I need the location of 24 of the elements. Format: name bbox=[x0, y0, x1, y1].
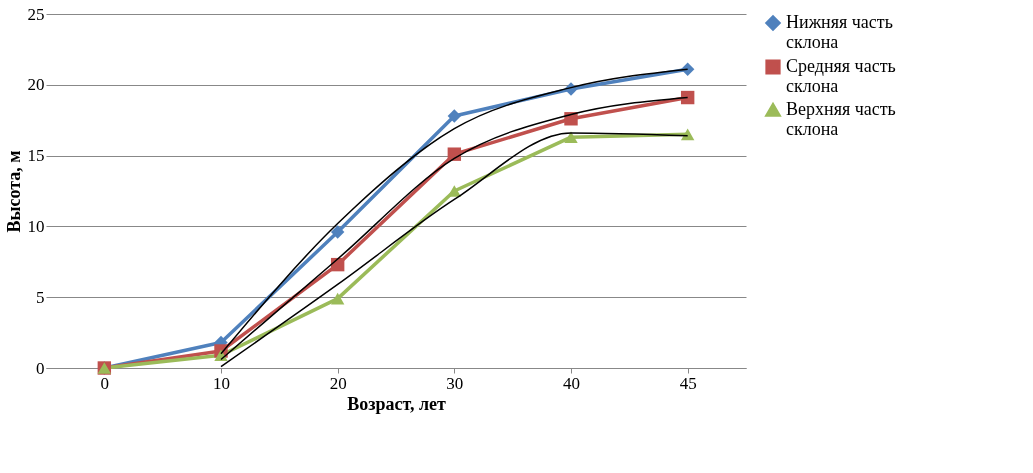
point bbox=[330, 292, 345, 305]
x-axis-title: Возраст, лет bbox=[347, 393, 446, 414]
point bbox=[447, 185, 462, 197]
x-tick-label: 20 bbox=[329, 373, 347, 393]
x-tick-label: 0 bbox=[100, 373, 110, 393]
point bbox=[564, 131, 578, 143]
x-tick-label: 40 bbox=[563, 373, 580, 393]
y-tick-label: 15 bbox=[27, 146, 45, 166]
point bbox=[447, 109, 462, 123]
y-tick-label: 20 bbox=[27, 75, 45, 95]
y-tick-label: 5 bbox=[36, 287, 45, 307]
y-tick-label: 25 bbox=[27, 4, 45, 24]
point bbox=[680, 62, 695, 76]
point bbox=[330, 225, 345, 239]
x-tick-label: 45 bbox=[679, 373, 697, 393]
x-tick-label: 30 bbox=[446, 373, 464, 393]
point bbox=[680, 128, 695, 141]
y-tick-label: 0 bbox=[36, 358, 45, 378]
y-axis-title: Высота, м bbox=[3, 150, 24, 233]
x-tick-label: 10 bbox=[213, 373, 230, 393]
y-tick-label: 10 bbox=[27, 216, 45, 236]
legend-label: Нижняя часть склона bbox=[786, 12, 893, 52]
legend-label: Средняя часть склона bbox=[786, 56, 896, 96]
legend-label: Верхняя часть склона bbox=[786, 99, 896, 139]
